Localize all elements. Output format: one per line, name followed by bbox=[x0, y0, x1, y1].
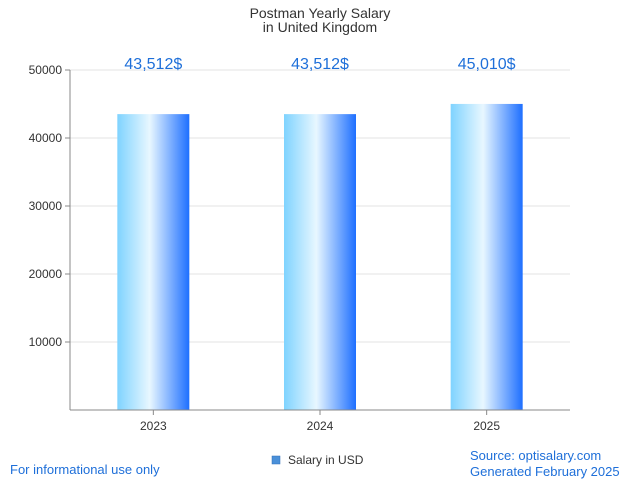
generated-date: Generated February 2025 bbox=[470, 464, 620, 479]
legend-swatch-icon bbox=[271, 455, 281, 465]
legend-label: Salary in USD bbox=[288, 453, 364, 467]
bar-2023 bbox=[117, 114, 190, 410]
y-tick-label: 20000 bbox=[29, 267, 63, 281]
x-tick-label: 2023 bbox=[140, 419, 167, 433]
x-tick-label: 2024 bbox=[307, 419, 334, 433]
source-link[interactable]: Source: optisalary.com bbox=[470, 448, 602, 463]
y-tick-label: 50000 bbox=[29, 63, 63, 77]
data-label-2024: 43,512$ bbox=[291, 56, 349, 73]
bars bbox=[117, 103, 523, 410]
y-tick-label: 30000 bbox=[29, 199, 63, 213]
legend: Salary in USD bbox=[271, 453, 364, 467]
bar-2025 bbox=[450, 103, 523, 410]
x-tick-label: 2025 bbox=[473, 419, 500, 433]
disclaimer-text: For informational use only bbox=[10, 462, 160, 477]
source-info: Source: optisalary.com Generated Februar… bbox=[470, 448, 620, 480]
data-label-2025: 45,010$ bbox=[458, 56, 516, 73]
data-labels: 43,512$ 43,512$ 45,010$ bbox=[124, 56, 515, 73]
y-tick-label: 10000 bbox=[29, 335, 63, 349]
chart-title-line1: Postman Yearly Salary bbox=[250, 5, 391, 21]
data-label-2023: 43,512$ bbox=[124, 56, 182, 73]
chart-title-line2: in United Kingdom bbox=[263, 19, 377, 35]
x-axis-ticks: 2023 2024 2025 bbox=[140, 410, 500, 433]
y-axis-ticks: 10000 20000 30000 40000 50000 bbox=[29, 63, 70, 349]
y-tick-label: 40000 bbox=[29, 131, 63, 145]
bar-2024 bbox=[284, 114, 356, 410]
